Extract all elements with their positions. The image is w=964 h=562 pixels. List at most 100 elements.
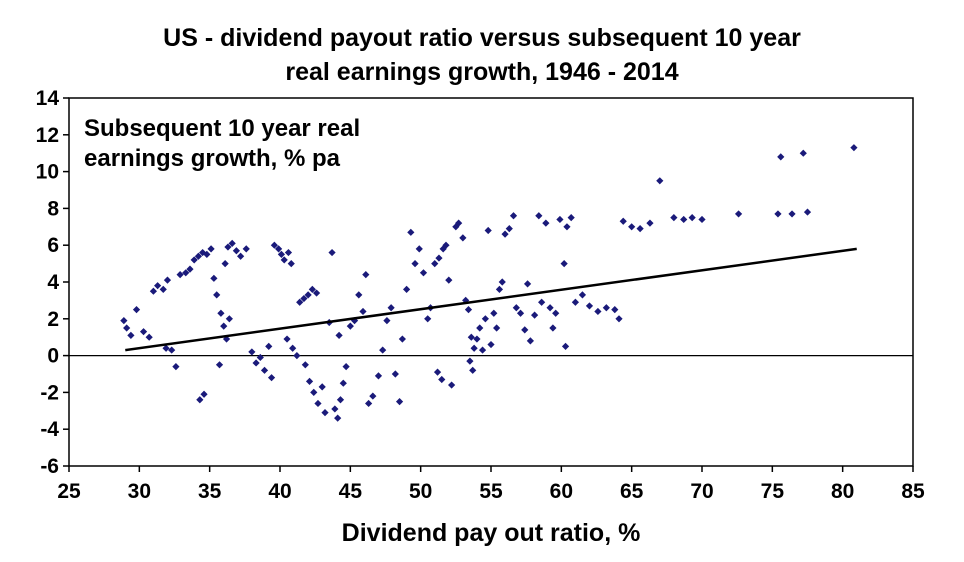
x-tick-label: 25 <box>57 480 81 503</box>
x-tick-label: 60 <box>550 480 573 503</box>
scatter-point <box>484 226 492 235</box>
scatter-point <box>260 366 269 374</box>
scatter-point <box>628 223 636 231</box>
y-tick-label: -2 <box>40 381 59 404</box>
scatter-point <box>154 282 162 290</box>
scatter-point <box>688 214 696 222</box>
scatter-point <box>563 223 571 231</box>
scatter-point <box>270 241 278 249</box>
scatter-point <box>163 276 172 284</box>
scatter-point <box>777 153 785 161</box>
scatter-point <box>646 219 654 227</box>
scatter-point <box>331 405 339 413</box>
scatter-point <box>274 245 283 253</box>
scatter-point <box>680 215 688 224</box>
scatter-point <box>774 210 782 218</box>
scatter-point <box>346 322 354 330</box>
scatter-point <box>293 352 301 360</box>
scatter-point <box>379 346 387 354</box>
x-tick-label: 45 <box>339 480 363 503</box>
scatter-point <box>127 331 135 339</box>
scatter-point <box>435 254 443 262</box>
x-axis: 25 30 35 40 45 50 55 60 65 70 75 80 85 <box>57 466 925 503</box>
scatter-point <box>139 328 148 336</box>
scatter-point <box>788 210 796 218</box>
scatter-point <box>611 306 619 314</box>
y-tick-label: -6 <box>40 455 59 478</box>
scatter-point <box>464 306 473 314</box>
x-tick-label: 30 <box>128 480 151 503</box>
scatter-point <box>350 317 359 325</box>
scatter-point <box>222 335 231 343</box>
scatter-point <box>339 379 347 387</box>
chart-title-line-1: US - dividend payout ratio versus subseq… <box>163 24 801 52</box>
scatter-point <box>466 357 474 365</box>
scatter-point <box>556 215 564 224</box>
scatter-point <box>190 256 198 264</box>
scatter-point <box>531 311 539 319</box>
scatter-point <box>431 260 439 268</box>
scatter-point <box>476 324 484 332</box>
scatter-point <box>284 248 293 257</box>
scatter-point <box>656 177 664 185</box>
scatter-point <box>411 260 419 268</box>
scatter-point <box>176 271 184 279</box>
scatter-point <box>359 307 367 316</box>
scatter-point <box>362 271 370 279</box>
scatter-point <box>850 144 858 152</box>
y-tick-label: 14 <box>36 87 60 110</box>
scatter-point <box>220 322 228 330</box>
y-tick-label: 4 <box>47 271 59 294</box>
scatter-point <box>334 414 342 422</box>
scatter-point <box>501 230 509 238</box>
scatter-point <box>493 324 501 332</box>
scatter-point <box>225 315 233 323</box>
scatter-point <box>459 234 467 242</box>
scatter-point <box>314 399 322 408</box>
scatter-point <box>535 212 543 220</box>
scatter-point <box>383 317 391 325</box>
scatter-point <box>221 260 229 268</box>
scatter-point <box>242 245 250 253</box>
scatter-point <box>560 260 568 268</box>
scatter-point <box>168 346 176 354</box>
scatter-point <box>318 383 326 391</box>
scatter-point <box>415 245 423 253</box>
scatter-point <box>424 315 432 323</box>
scatter-point <box>509 212 518 220</box>
scatter-point <box>213 291 221 299</box>
scatter-point <box>321 409 329 417</box>
scatter-point <box>469 366 477 374</box>
scatter-point <box>636 225 644 233</box>
scatter-point <box>403 285 411 293</box>
scatter-point <box>698 215 706 224</box>
y-tick-label: 12 <box>36 124 59 147</box>
annotation-line-1: Subsequent 10 year real <box>84 115 360 142</box>
scatter-point <box>526 337 534 345</box>
scatter-point <box>300 294 308 303</box>
scatter-points <box>120 144 858 422</box>
scatter-point <box>442 241 450 249</box>
scatter-point <box>615 315 623 323</box>
scatter-point <box>585 302 594 310</box>
scatter-point <box>594 307 602 316</box>
scatter-point <box>215 361 224 369</box>
scatter-point <box>308 285 316 293</box>
trendline-group <box>125 247 857 352</box>
scatter-point <box>374 372 383 380</box>
x-tick-label: 40 <box>268 480 291 503</box>
scatter-point <box>487 340 495 349</box>
scatter-point <box>194 252 203 260</box>
scatter-point <box>207 245 215 253</box>
y-tick-label: 0 <box>47 345 59 368</box>
scatter-point <box>734 210 743 218</box>
scatter-point <box>433 368 442 376</box>
scatter-point <box>328 248 336 257</box>
y-tick-label: 6 <box>47 234 59 257</box>
scatter-point <box>473 335 481 343</box>
scatter-point <box>561 342 570 350</box>
scatter-point <box>395 398 404 406</box>
scatter-point <box>398 335 406 343</box>
